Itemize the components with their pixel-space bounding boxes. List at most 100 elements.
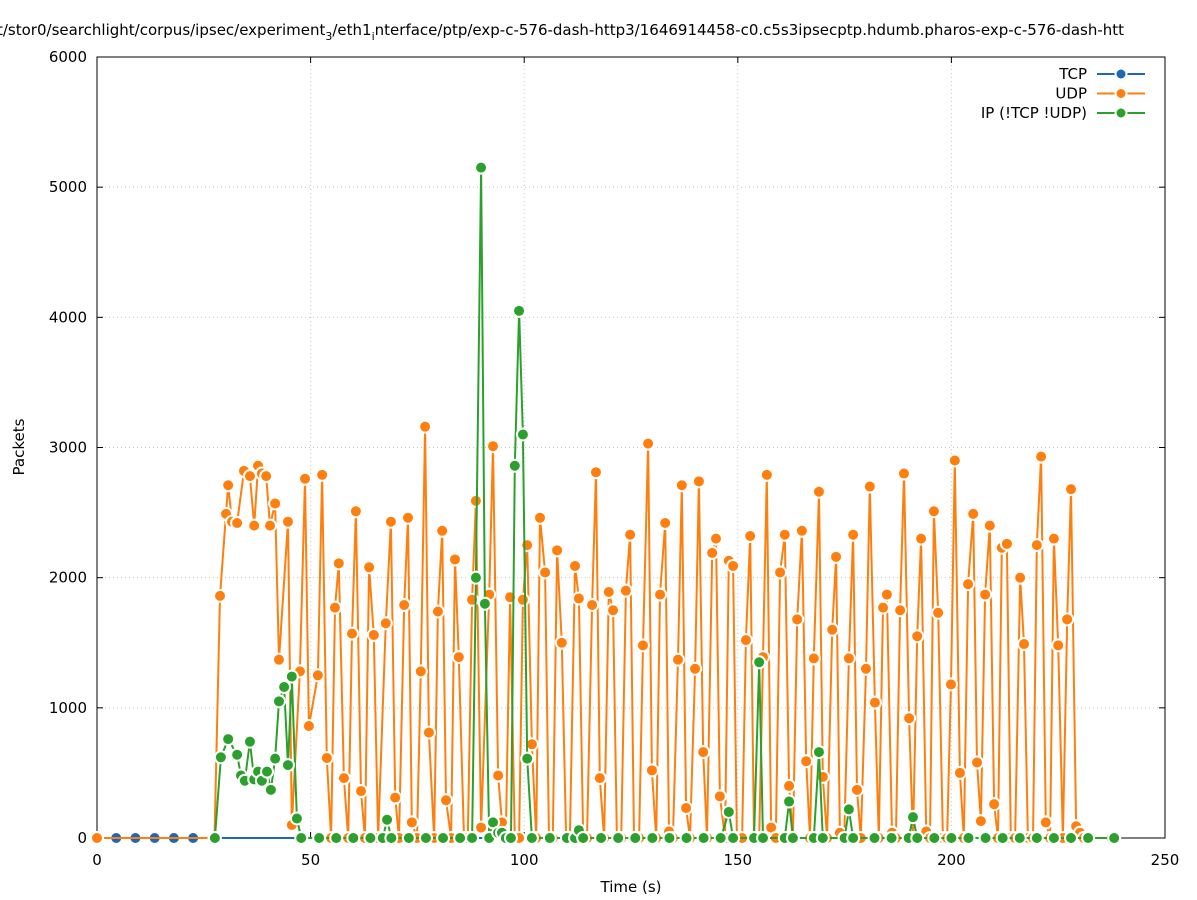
data-point xyxy=(635,638,650,653)
data-point xyxy=(213,750,228,765)
data-point xyxy=(242,734,257,749)
data-point xyxy=(1081,831,1096,845)
data-point xyxy=(726,831,741,845)
data-point xyxy=(336,771,351,786)
data-point xyxy=(743,529,758,544)
data-point xyxy=(674,478,689,493)
data-point xyxy=(524,737,539,752)
data-point xyxy=(910,629,925,644)
data-point xyxy=(1029,831,1044,845)
data-point xyxy=(961,831,976,845)
y-tick-label: 1000 xyxy=(49,699,87,717)
data-point xyxy=(794,523,809,538)
data-point xyxy=(966,506,981,521)
y-tick-label: 4000 xyxy=(49,308,87,326)
data-point xyxy=(315,467,330,482)
data-point xyxy=(512,303,527,318)
data-point xyxy=(346,831,361,845)
data-point xyxy=(1051,638,1066,653)
data-point xyxy=(961,577,976,592)
data-point xyxy=(910,831,925,845)
x-tick-label: 50 xyxy=(301,851,320,869)
data-point xyxy=(914,531,929,546)
data-point xyxy=(782,778,797,793)
y-axis-label: Packets xyxy=(10,418,28,475)
data-point xyxy=(207,831,222,845)
data-point xyxy=(709,531,724,546)
data-point xyxy=(363,831,378,845)
data-point xyxy=(439,793,454,808)
data-point xyxy=(221,478,236,493)
data-point xyxy=(271,652,286,667)
legend-label: TCP xyxy=(1058,65,1087,83)
data-point xyxy=(782,794,797,809)
data-point xyxy=(879,587,894,602)
data-point xyxy=(645,831,660,845)
axis-ticks: 0 50 100 150 200 250 0 1000 2000 3000 4000 5000 6000 xyxy=(49,48,1180,869)
data-point xyxy=(688,661,703,676)
data-point xyxy=(348,504,363,519)
data-point xyxy=(867,831,882,845)
data-point xyxy=(247,518,262,533)
data-point xyxy=(884,831,899,845)
data-point xyxy=(280,758,295,773)
data-point xyxy=(926,504,941,519)
data-point xyxy=(289,811,304,826)
data-point xyxy=(491,768,506,783)
data-point xyxy=(1034,449,1049,464)
data-point xyxy=(538,565,553,580)
data-point xyxy=(453,831,468,845)
data-point xyxy=(611,831,626,845)
data-point xyxy=(524,831,539,845)
data-point xyxy=(404,815,419,830)
data-point xyxy=(1038,815,1053,830)
data-point xyxy=(554,635,569,650)
data-point xyxy=(550,543,565,558)
data-point xyxy=(679,831,694,845)
data-point xyxy=(520,751,535,766)
data-point xyxy=(213,588,228,603)
data-point xyxy=(260,764,275,779)
y-tick-label: 2000 xyxy=(49,569,87,587)
data-point xyxy=(896,466,911,481)
data-point xyxy=(849,782,864,797)
data-point xyxy=(601,584,616,599)
data-point xyxy=(383,514,398,529)
data-point xyxy=(999,536,1014,551)
data-point xyxy=(973,814,988,829)
data-point xyxy=(785,831,800,845)
data-point xyxy=(806,651,821,666)
data-point xyxy=(301,719,316,734)
series-group xyxy=(90,160,1122,845)
data-point xyxy=(738,633,753,648)
data-point xyxy=(841,651,856,666)
x-tick-label: 0 xyxy=(92,851,102,869)
data-point xyxy=(1046,531,1061,546)
data-point xyxy=(354,784,369,799)
data-point xyxy=(378,616,393,631)
data-point xyxy=(329,831,344,845)
grid xyxy=(96,56,1166,839)
data-point xyxy=(691,474,706,489)
data-point xyxy=(893,603,908,618)
x-tick-label: 150 xyxy=(723,851,752,869)
data-point xyxy=(542,831,557,845)
data-point xyxy=(230,515,245,530)
data-point xyxy=(658,515,673,530)
data-point xyxy=(503,831,518,845)
data-point xyxy=(811,745,826,760)
data-point xyxy=(644,763,659,778)
data-point xyxy=(670,652,685,667)
data-point xyxy=(1017,637,1032,652)
data-point xyxy=(696,831,711,845)
data-point xyxy=(594,831,609,845)
legend-label: IP (!TCP !UDP) xyxy=(981,104,1087,122)
data-point xyxy=(277,680,292,695)
data-point xyxy=(759,467,774,482)
data-point xyxy=(1013,570,1028,585)
data-point xyxy=(310,668,325,683)
data-point xyxy=(568,558,583,573)
data-point xyxy=(507,458,522,473)
data-point xyxy=(970,755,985,770)
y-tick-label: 0 xyxy=(77,829,87,847)
